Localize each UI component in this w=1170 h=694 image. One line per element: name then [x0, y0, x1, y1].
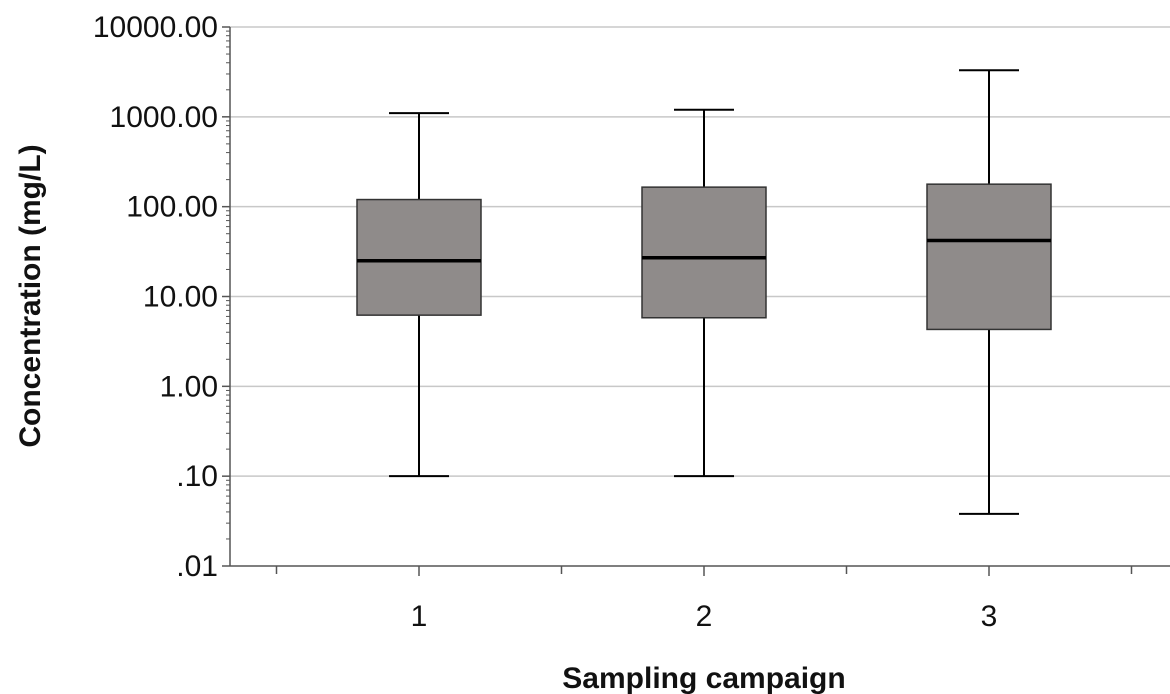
- box-whisker-2: [641, 108, 767, 478]
- y-tick-label: 10.00: [143, 281, 218, 314]
- x-tick-label: 3: [981, 600, 998, 633]
- box-whisker-1: [356, 112, 482, 478]
- x-tick-label: 2: [696, 600, 713, 633]
- x-tick-label: 1: [411, 600, 428, 633]
- y-tick-label: .10: [176, 460, 218, 493]
- y-tick-label: 1000.00: [110, 101, 218, 134]
- boxes: [356, 69, 1052, 515]
- iqr-box: [641, 186, 767, 319]
- y-tick-label: 1.00: [160, 370, 218, 403]
- axes: [222, 26, 1170, 576]
- y-tick-label: 100.00: [126, 191, 218, 224]
- y-tick-label: 10000.00: [93, 11, 218, 44]
- tick-labels: .01 .10 1.00 10.00 100.00 1000.00 10000.00 1 2 3: [93, 11, 997, 633]
- y-axis-title: Concentration (mg/L): [14, 144, 47, 447]
- box-whisker-3: [926, 69, 1052, 515]
- iqr-box: [356, 198, 482, 316]
- x-axis-title: Sampling campaign: [562, 662, 845, 694]
- y-tick-label: .01: [176, 550, 218, 583]
- iqr-box: [926, 183, 1052, 331]
